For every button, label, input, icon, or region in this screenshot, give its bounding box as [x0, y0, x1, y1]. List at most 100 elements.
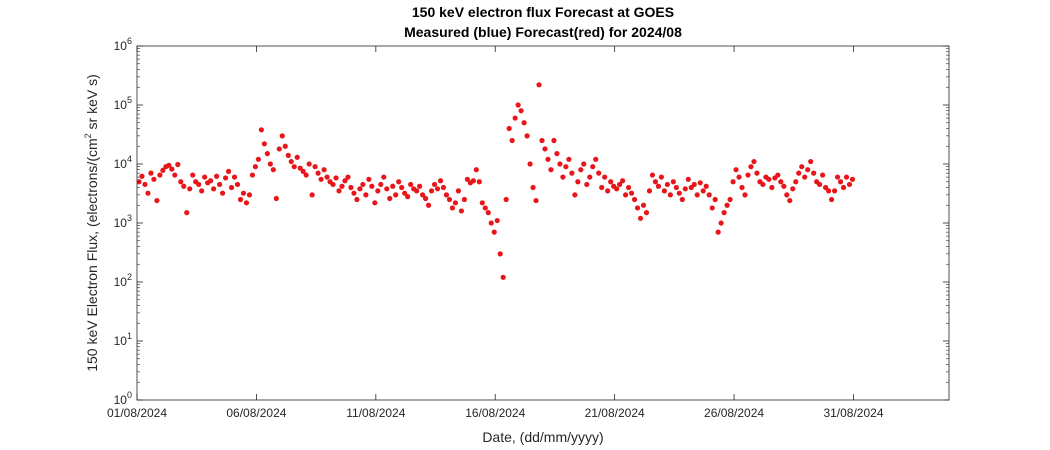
- data-point: [309, 192, 315, 198]
- data-point: [258, 127, 264, 133]
- data-point: [620, 178, 626, 184]
- data-point: [363, 192, 369, 198]
- data-point: [817, 181, 823, 188]
- data-point: [572, 192, 578, 198]
- data-point: [587, 174, 593, 180]
- data-point: [655, 183, 662, 189]
- data-point: [240, 190, 247, 196]
- data-point: [661, 188, 668, 194]
- data-point: [443, 192, 450, 198]
- y-axis-label: 150 keV Electron Flux, (electrons/(cm2 s…: [83, 74, 100, 372]
- data-point: [622, 192, 629, 198]
- data-point: [727, 196, 733, 203]
- data-point: [315, 170, 321, 176]
- data-point: [291, 164, 297, 170]
- data-point: [228, 184, 235, 191]
- data-point: [470, 178, 476, 184]
- data-point: [733, 167, 739, 173]
- y-tick-label: 100: [114, 390, 132, 407]
- data-point: [431, 181, 438, 188]
- data-point: [482, 205, 488, 211]
- data-point: [769, 184, 775, 191]
- data-point: [673, 184, 679, 191]
- data-point: [208, 178, 214, 184]
- data-point: [225, 168, 232, 174]
- data-point: [787, 197, 793, 204]
- data-point: [399, 184, 405, 191]
- y-axis-label-rest: sr keV s): [84, 74, 100, 133]
- data-point: [384, 186, 390, 192]
- data-point: [584, 181, 590, 188]
- data-point: [252, 164, 259, 170]
- data-point: [721, 210, 727, 216]
- chart-subtitle: Measured (blue) Forecast(red) for 2024/0…: [404, 24, 682, 40]
- data-point: [500, 274, 506, 280]
- data-point: [760, 181, 766, 188]
- data-point: [333, 175, 339, 181]
- data-point: [602, 174, 608, 180]
- data-point: [578, 167, 584, 173]
- data-point: [157, 172, 163, 178]
- data-point: [422, 195, 429, 202]
- y-tick-label: 102: [114, 272, 132, 289]
- data-point: [491, 229, 497, 235]
- data-point: [718, 220, 724, 226]
- data-point: [300, 168, 306, 174]
- y-tick-exponent: 3: [127, 213, 132, 223]
- data-point: [658, 174, 665, 180]
- y-tick-exponent: 5: [127, 95, 132, 105]
- data-point: [739, 184, 745, 191]
- data-point: [533, 197, 539, 204]
- x-tick-label: 16/08/2024: [465, 406, 525, 420]
- data-point: [261, 141, 267, 147]
- y-tick-label: 103: [114, 213, 132, 230]
- data-point: [512, 115, 518, 121]
- data-point: [790, 186, 796, 192]
- data-point: [485, 210, 491, 216]
- y-tick-label: 105: [114, 95, 132, 112]
- data-point: [366, 176, 372, 182]
- data-point: [402, 190, 408, 196]
- data-point: [199, 188, 205, 194]
- data-point: [509, 137, 515, 144]
- data-point: [581, 161, 587, 167]
- data-point: [279, 133, 285, 139]
- data-point: [518, 108, 524, 114]
- y-tick-label: 104: [114, 154, 132, 171]
- y-tick-base: 10: [114, 39, 128, 53]
- data-point: [219, 190, 226, 196]
- data-point: [551, 137, 557, 144]
- data-point: [375, 188, 381, 194]
- y-axis-label-superscript: 2: [83, 133, 93, 138]
- data-point: [557, 161, 563, 167]
- data-point: [625, 184, 632, 191]
- data-point: [554, 151, 560, 157]
- data-point: [775, 172, 781, 178]
- y-tick-base: 10: [114, 98, 128, 112]
- data-point: [784, 192, 790, 198]
- data-point: [321, 167, 327, 173]
- x-tick-label: 26/08/2024: [704, 406, 764, 420]
- data-point: [494, 217, 500, 224]
- data-point: [312, 164, 318, 170]
- x-axis-ticks: 01/08/2024 06/08/2024 11/08/2024 16/08/2024…: [107, 46, 884, 420]
- data-point: [351, 190, 357, 196]
- data-point: [434, 186, 441, 192]
- data-point: [267, 161, 273, 167]
- data-point: [246, 192, 253, 198]
- data-point: [190, 172, 196, 178]
- data-point: [318, 176, 324, 182]
- data-point: [682, 186, 688, 192]
- data-point: [596, 170, 602, 176]
- data-point: [455, 188, 462, 194]
- data-point: [148, 170, 154, 176]
- data-point: [330, 181, 336, 188]
- data-point: [461, 196, 467, 203]
- y-axis-label-main: 150 keV Electron Flux, (electrons/(cm: [84, 138, 100, 371]
- data-point: [458, 208, 465, 214]
- data-point: [566, 156, 572, 162]
- data-point: [846, 181, 853, 188]
- data-point: [608, 179, 614, 185]
